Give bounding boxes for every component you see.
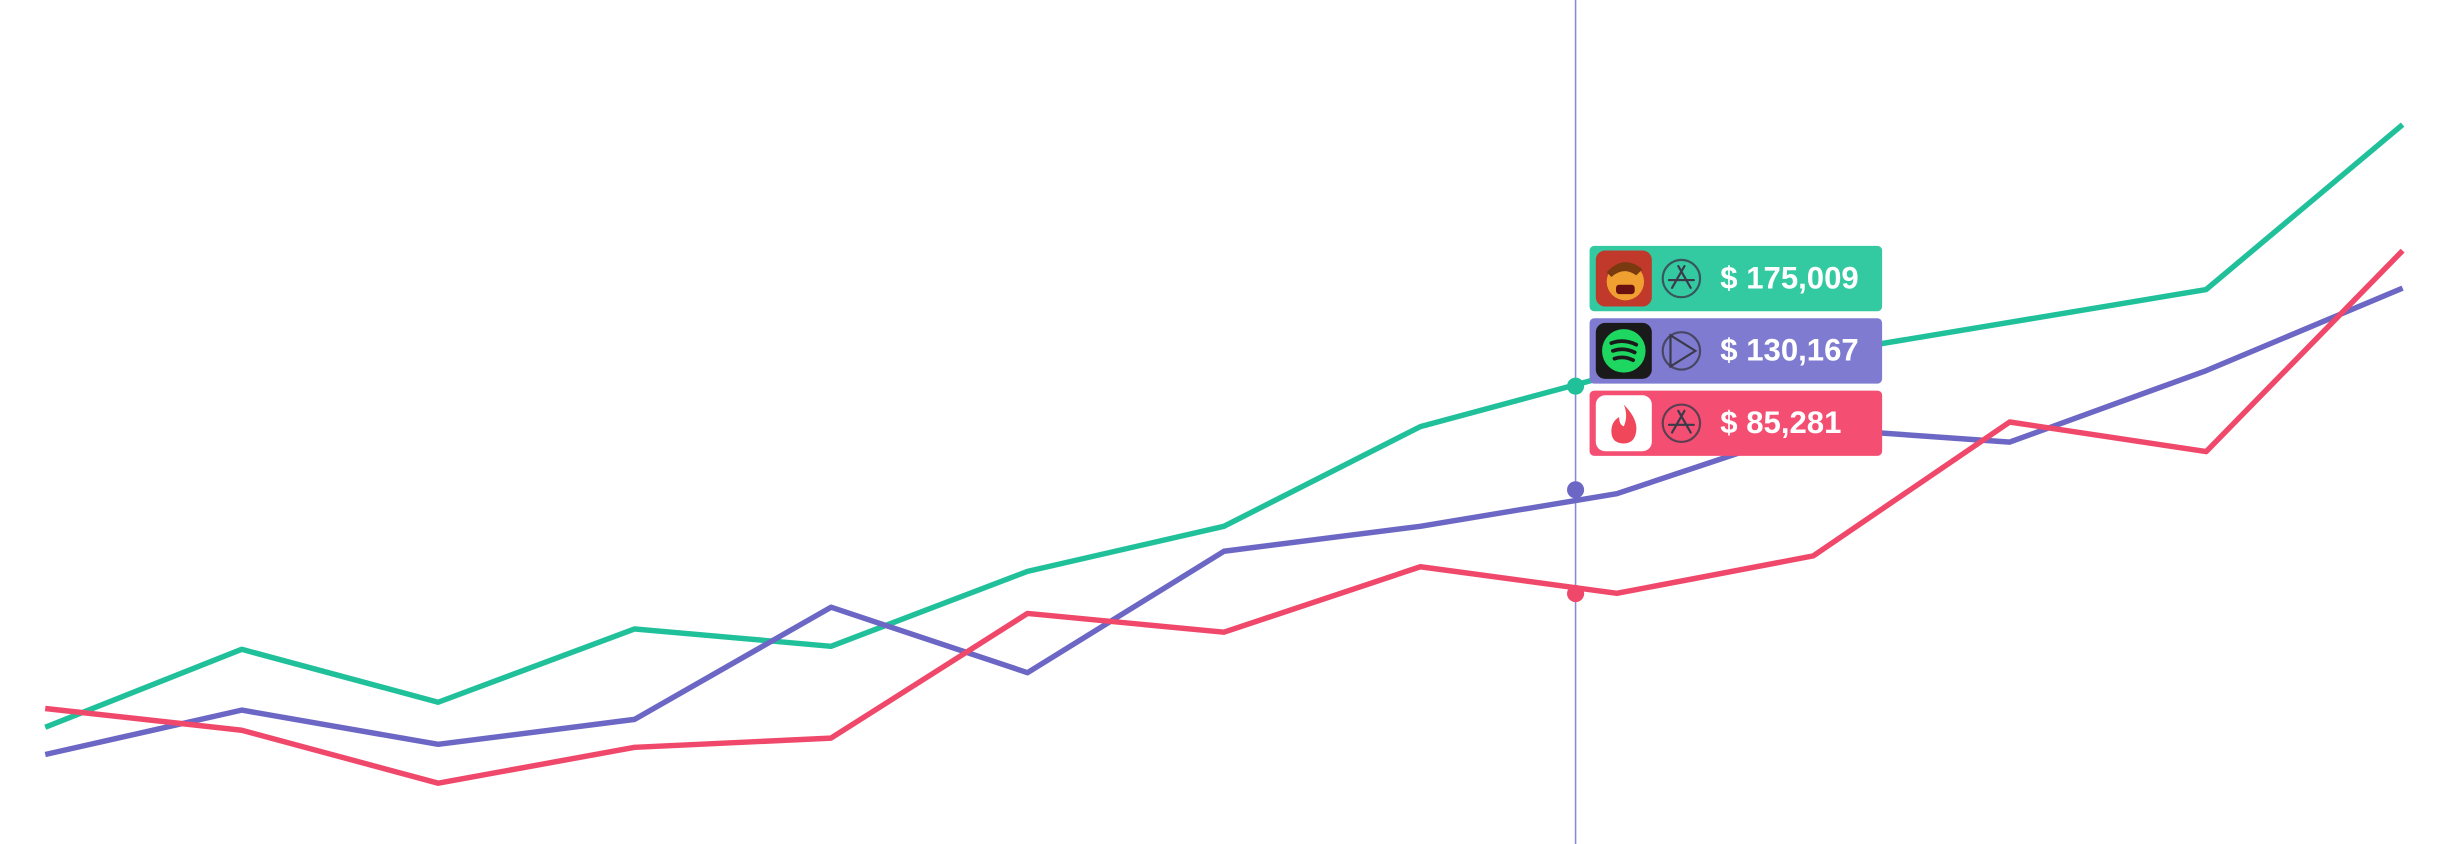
hover-dot: [1567, 585, 1585, 603]
plot-area: [44, 0, 2405, 844]
app-icon: [1595, 395, 1652, 452]
tooltip: $ 175,009 $ 130,167 $ 85,281: [1589, 245, 1883, 456]
tooltip-value: $ 85,281: [1720, 405, 1841, 440]
icon-hair: [1606, 262, 1643, 277]
icon-wave: [1611, 347, 1637, 355]
store-glyph: [1667, 264, 1695, 289]
tooltip-value: $ 175,009: [1720, 260, 1858, 295]
icon-bg: [1595, 395, 1652, 452]
app-icon: [1595, 250, 1652, 307]
tooltip-row: $ 85,281: [1589, 390, 1883, 456]
tooltip-bg: [1589, 245, 1883, 312]
icon-flame: [1611, 404, 1637, 444]
icon-wave: [1612, 355, 1636, 363]
icon-wave: [1609, 339, 1639, 347]
tooltip-bg: [1589, 390, 1883, 456]
store-glyph: [1669, 333, 1698, 369]
app-icon: [1595, 322, 1652, 379]
tooltip-bg: [1589, 318, 1883, 384]
store-icon: [1661, 403, 1702, 444]
store-glyph: [1667, 409, 1695, 434]
series-line: [44, 285, 2404, 758]
tooltip-value: $ 130,167: [1720, 333, 1858, 368]
store-icon: [1661, 331, 1702, 371]
hover-dot: [1567, 377, 1585, 395]
icon-mouth: [1616, 284, 1635, 295]
tooltip-row: $ 175,009: [1589, 245, 1883, 312]
series-line: [44, 248, 2405, 786]
tooltip-row: $ 130,167: [1589, 318, 1883, 384]
store-icon: [1661, 258, 1702, 299]
series-line: [44, 122, 2405, 730]
hover-dot: [1567, 481, 1585, 499]
